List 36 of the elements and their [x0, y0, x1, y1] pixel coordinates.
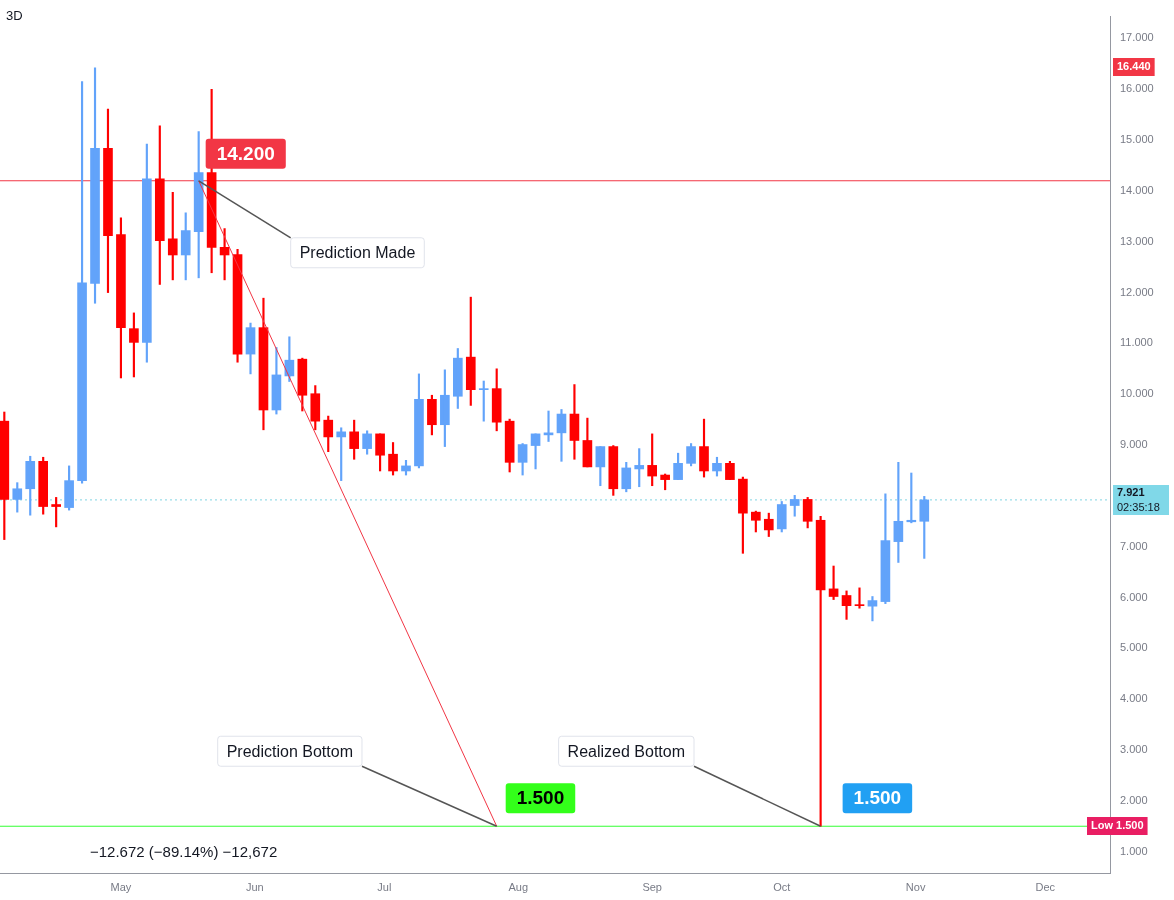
annotation: Realized Bottom: [567, 742, 686, 760]
x-tick-label: Jun: [245, 880, 264, 893]
y-tick-label: 15.000: [1120, 133, 1154, 146]
x-tick-label: Nov: [905, 880, 926, 893]
y-tick-label: 10.000: [1120, 387, 1154, 400]
y-tick-label: 11.000: [1120, 336, 1153, 349]
y-tick-label: 3.000: [1120, 743, 1148, 756]
annotation: 1.500: [516, 787, 565, 809]
y-tick-label: 14.000: [1120, 183, 1154, 196]
annotation: 14.200: [216, 143, 275, 164]
x-tick-label: Oct: [773, 880, 791, 893]
y-tick-label: 4.000: [1120, 692, 1148, 705]
annotation: −12.672 (−89.14%) −12,672: [90, 843, 278, 860]
chart-title: 3D: [6, 8, 23, 23]
text: 7.921: [1117, 486, 1145, 499]
annotation: 16.440: [1117, 59, 1151, 72]
x-tick-label: Dec: [1035, 880, 1056, 893]
text: 02:35:18: [1117, 501, 1160, 514]
x-tick-label: May: [110, 880, 132, 893]
y-tick-label: 5.000: [1120, 641, 1148, 654]
y-tick-label: 2.000: [1120, 793, 1148, 806]
y-tick-label: 16.000: [1120, 82, 1154, 95]
x-tick-label: Aug: [508, 880, 529, 893]
annotation: Prediction Made: [299, 244, 416, 262]
annotation: 1.500: [853, 787, 902, 809]
y-tick-label: 13.000: [1120, 234, 1154, 247]
y-tick-label: 9.000: [1120, 438, 1148, 451]
y-tick-label: 17.000: [1120, 31, 1154, 44]
y-tick-label: 6.000: [1120, 590, 1148, 603]
x-tick-label: Jul: [377, 880, 392, 893]
annotation: Low 1.500: [1091, 819, 1144, 832]
y-tick-label: 7.000: [1120, 539, 1148, 552]
y-tick-label: 12.000: [1120, 285, 1154, 298]
x-tick-label: Sep: [642, 880, 662, 893]
y-tick-label: 1.000: [1120, 844, 1148, 857]
annotation: Prediction Bottom: [226, 742, 353, 760]
